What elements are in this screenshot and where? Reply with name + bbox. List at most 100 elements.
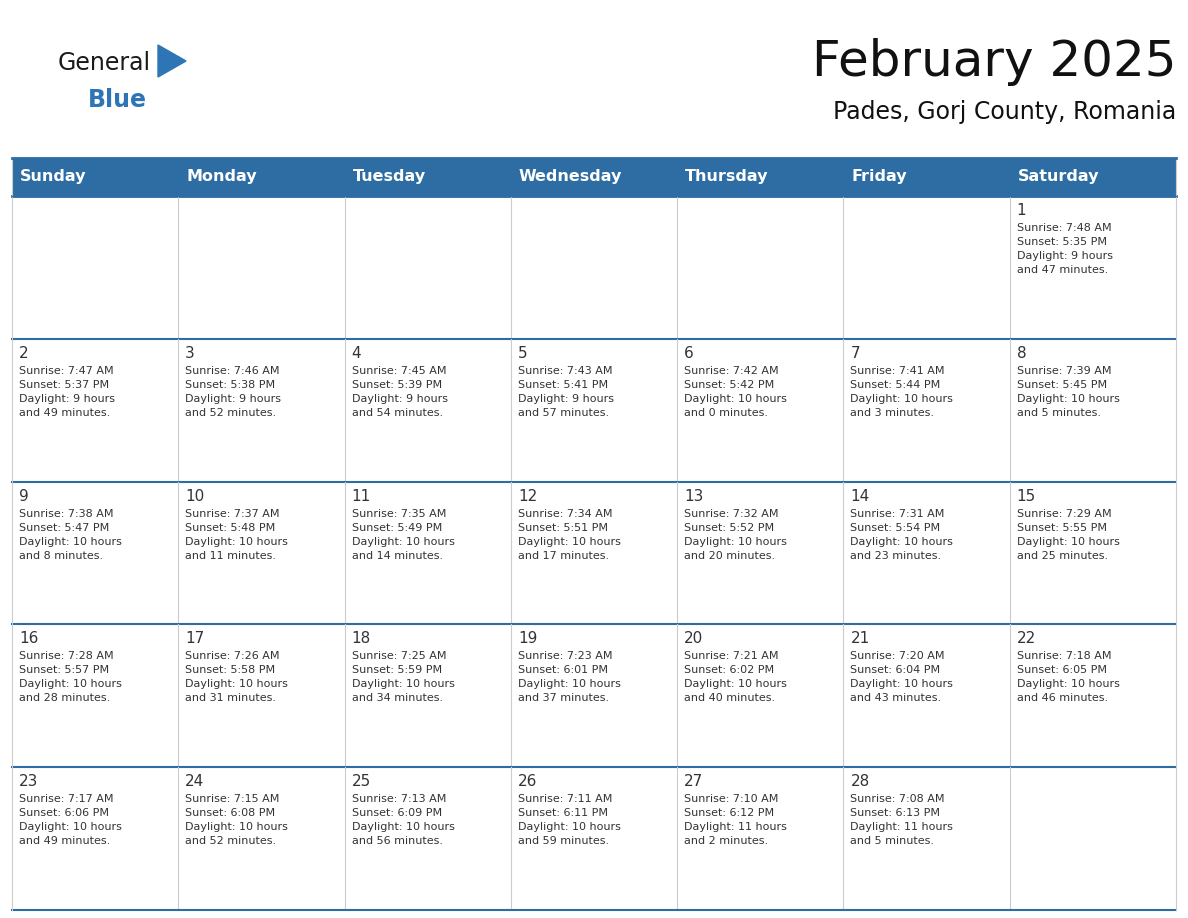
Bar [178, 767, 345, 910]
Text: Sunrise: 7:28 AM
Sunset: 5:57 PM
Daylight: 10 hours
and 28 minutes.: Sunrise: 7:28 AM Sunset: 5:57 PM Dayligh… [19, 652, 122, 703]
Text: Sunrise: 7:21 AM
Sunset: 6:02 PM
Daylight: 10 hours
and 40 minutes.: Sunrise: 7:21 AM Sunset: 6:02 PM Dayligh… [684, 652, 786, 703]
Text: Sunrise: 7:29 AM
Sunset: 5:55 PM
Daylight: 10 hours
and 25 minutes.: Sunrise: 7:29 AM Sunset: 5:55 PM Dayligh… [1017, 509, 1119, 561]
Text: Sunrise: 7:41 AM
Sunset: 5:44 PM
Daylight: 10 hours
and 3 minutes.: Sunrise: 7:41 AM Sunset: 5:44 PM Dayligh… [851, 365, 953, 418]
Text: 8: 8 [1017, 346, 1026, 361]
Text: Sunrise: 7:42 AM
Sunset: 5:42 PM
Daylight: 10 hours
and 0 minutes.: Sunrise: 7:42 AM Sunset: 5:42 PM Dayligh… [684, 365, 786, 418]
Bar [178, 339, 345, 482]
Text: Sunrise: 7:23 AM
Sunset: 6:01 PM
Daylight: 10 hours
and 37 minutes.: Sunrise: 7:23 AM Sunset: 6:01 PM Dayligh… [518, 652, 621, 703]
Bar [345, 482, 511, 624]
Bar [677, 482, 843, 624]
Text: February 2025: February 2025 [811, 38, 1176, 86]
Text: Sunrise: 7:18 AM
Sunset: 6:05 PM
Daylight: 10 hours
and 46 minutes.: Sunrise: 7:18 AM Sunset: 6:05 PM Dayligh… [1017, 652, 1119, 703]
Bar [1010, 339, 1176, 482]
Text: 7: 7 [851, 346, 860, 361]
Bar [677, 767, 843, 910]
Text: 21: 21 [851, 632, 870, 646]
Bar [345, 339, 511, 482]
Bar [345, 767, 511, 910]
Text: Sunrise: 7:38 AM
Sunset: 5:47 PM
Daylight: 10 hours
and 8 minutes.: Sunrise: 7:38 AM Sunset: 5:47 PM Dayligh… [19, 509, 122, 561]
Bar [1010, 482, 1176, 624]
Text: 24: 24 [185, 774, 204, 789]
Bar [1010, 196, 1176, 339]
Bar [511, 196, 677, 339]
Text: 6: 6 [684, 346, 694, 361]
Bar [12, 767, 178, 910]
Text: Sunrise: 7:46 AM
Sunset: 5:38 PM
Daylight: 9 hours
and 52 minutes.: Sunrise: 7:46 AM Sunset: 5:38 PM Dayligh… [185, 365, 282, 418]
Text: Sunrise: 7:15 AM
Sunset: 6:08 PM
Daylight: 10 hours
and 52 minutes.: Sunrise: 7:15 AM Sunset: 6:08 PM Dayligh… [185, 794, 289, 846]
Bar [843, 482, 1010, 624]
Text: Sunrise: 7:32 AM
Sunset: 5:52 PM
Daylight: 10 hours
and 20 minutes.: Sunrise: 7:32 AM Sunset: 5:52 PM Dayligh… [684, 509, 786, 561]
Text: Sunrise: 7:25 AM
Sunset: 5:59 PM
Daylight: 10 hours
and 34 minutes.: Sunrise: 7:25 AM Sunset: 5:59 PM Dayligh… [352, 652, 455, 703]
Text: Sunrise: 7:08 AM
Sunset: 6:13 PM
Daylight: 11 hours
and 5 minutes.: Sunrise: 7:08 AM Sunset: 6:13 PM Dayligh… [851, 794, 953, 846]
Text: 22: 22 [1017, 632, 1036, 646]
Bar [345, 624, 511, 767]
Bar [12, 339, 178, 482]
Text: 15: 15 [1017, 488, 1036, 504]
Text: Blue: Blue [88, 88, 147, 112]
Text: Sunrise: 7:48 AM
Sunset: 5:35 PM
Daylight: 9 hours
and 47 minutes.: Sunrise: 7:48 AM Sunset: 5:35 PM Dayligh… [1017, 223, 1113, 275]
Bar [345, 196, 511, 339]
Text: Sunrise: 7:17 AM
Sunset: 6:06 PM
Daylight: 10 hours
and 49 minutes.: Sunrise: 7:17 AM Sunset: 6:06 PM Dayligh… [19, 794, 122, 846]
Text: Sunrise: 7:45 AM
Sunset: 5:39 PM
Daylight: 9 hours
and 54 minutes.: Sunrise: 7:45 AM Sunset: 5:39 PM Dayligh… [352, 365, 448, 418]
Text: Pades, Gorj County, Romania: Pades, Gorj County, Romania [833, 100, 1176, 124]
Text: Sunrise: 7:34 AM
Sunset: 5:51 PM
Daylight: 10 hours
and 17 minutes.: Sunrise: 7:34 AM Sunset: 5:51 PM Dayligh… [518, 509, 621, 561]
Polygon shape [158, 45, 187, 77]
Text: Sunrise: 7:13 AM
Sunset: 6:09 PM
Daylight: 10 hours
and 56 minutes.: Sunrise: 7:13 AM Sunset: 6:09 PM Dayligh… [352, 794, 455, 846]
Text: Wednesday: Wednesday [519, 170, 623, 185]
Text: Thursday: Thursday [685, 170, 769, 185]
Text: 5: 5 [518, 346, 527, 361]
Text: 4: 4 [352, 346, 361, 361]
Text: 3: 3 [185, 346, 195, 361]
Text: Sunrise: 7:35 AM
Sunset: 5:49 PM
Daylight: 10 hours
and 14 minutes.: Sunrise: 7:35 AM Sunset: 5:49 PM Dayligh… [352, 509, 455, 561]
Text: 19: 19 [518, 632, 537, 646]
Text: Sunrise: 7:37 AM
Sunset: 5:48 PM
Daylight: 10 hours
and 11 minutes.: Sunrise: 7:37 AM Sunset: 5:48 PM Dayligh… [185, 509, 289, 561]
Bar [677, 624, 843, 767]
Text: Sunday: Sunday [20, 170, 87, 185]
Text: 27: 27 [684, 774, 703, 789]
Bar [178, 196, 345, 339]
Bar [677, 196, 843, 339]
Text: Monday: Monday [187, 170, 257, 185]
Bar [843, 339, 1010, 482]
Text: 2: 2 [19, 346, 29, 361]
Bar [178, 482, 345, 624]
Text: 11: 11 [352, 488, 371, 504]
Text: Sunrise: 7:47 AM
Sunset: 5:37 PM
Daylight: 9 hours
and 49 minutes.: Sunrise: 7:47 AM Sunset: 5:37 PM Dayligh… [19, 365, 115, 418]
Text: 9: 9 [19, 488, 29, 504]
Text: 25: 25 [352, 774, 371, 789]
Bar [511, 339, 677, 482]
Bar [12, 158, 1176, 196]
Text: 26: 26 [518, 774, 537, 789]
Text: Tuesday: Tuesday [353, 170, 425, 185]
Text: Sunrise: 7:11 AM
Sunset: 6:11 PM
Daylight: 10 hours
and 59 minutes.: Sunrise: 7:11 AM Sunset: 6:11 PM Dayligh… [518, 794, 621, 846]
Bar [511, 624, 677, 767]
Bar [1010, 767, 1176, 910]
Text: 20: 20 [684, 632, 703, 646]
Text: General: General [58, 51, 151, 75]
Text: Sunrise: 7:39 AM
Sunset: 5:45 PM
Daylight: 10 hours
and 5 minutes.: Sunrise: 7:39 AM Sunset: 5:45 PM Dayligh… [1017, 365, 1119, 418]
Text: Sunrise: 7:26 AM
Sunset: 5:58 PM
Daylight: 10 hours
and 31 minutes.: Sunrise: 7:26 AM Sunset: 5:58 PM Dayligh… [185, 652, 289, 703]
Bar [12, 624, 178, 767]
Text: 14: 14 [851, 488, 870, 504]
Text: Sunrise: 7:10 AM
Sunset: 6:12 PM
Daylight: 11 hours
and 2 minutes.: Sunrise: 7:10 AM Sunset: 6:12 PM Dayligh… [684, 794, 786, 846]
Text: Friday: Friday [852, 170, 908, 185]
Text: 17: 17 [185, 632, 204, 646]
Text: Sunrise: 7:43 AM
Sunset: 5:41 PM
Daylight: 9 hours
and 57 minutes.: Sunrise: 7:43 AM Sunset: 5:41 PM Dayligh… [518, 365, 614, 418]
Text: 28: 28 [851, 774, 870, 789]
Text: Sunrise: 7:31 AM
Sunset: 5:54 PM
Daylight: 10 hours
and 23 minutes.: Sunrise: 7:31 AM Sunset: 5:54 PM Dayligh… [851, 509, 953, 561]
Bar [1010, 624, 1176, 767]
Bar [511, 482, 677, 624]
Bar [12, 196, 178, 339]
Bar [843, 767, 1010, 910]
Text: 10: 10 [185, 488, 204, 504]
Bar [511, 767, 677, 910]
Bar [12, 482, 178, 624]
Text: 16: 16 [19, 632, 38, 646]
Text: 18: 18 [352, 632, 371, 646]
Text: Saturday: Saturday [1018, 170, 1099, 185]
Bar [178, 624, 345, 767]
Text: 1: 1 [1017, 203, 1026, 218]
Text: 23: 23 [19, 774, 38, 789]
Text: 13: 13 [684, 488, 703, 504]
Text: 12: 12 [518, 488, 537, 504]
